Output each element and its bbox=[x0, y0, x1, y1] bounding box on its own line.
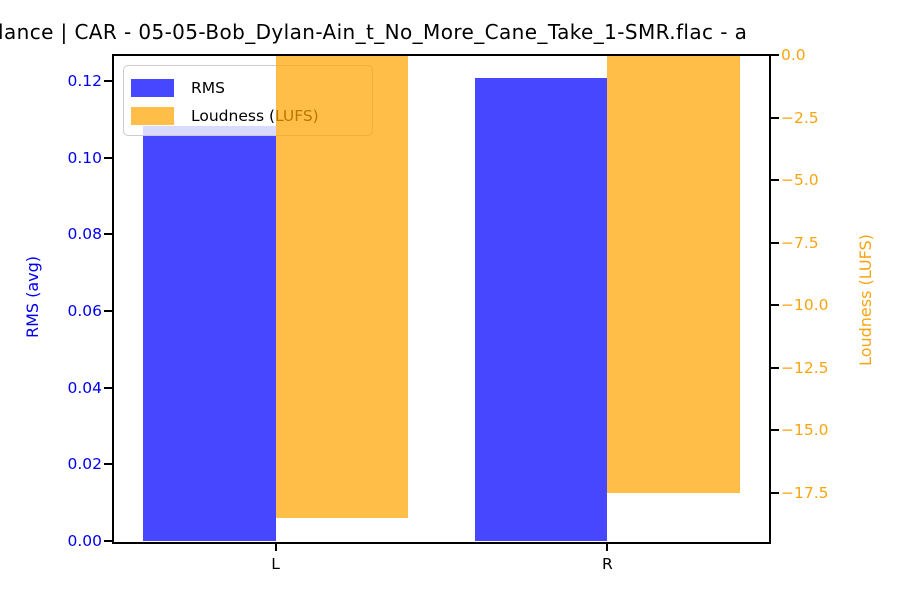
left-tick-label: 0.02 bbox=[67, 455, 102, 474]
left-tick-label: 0.00 bbox=[67, 532, 102, 550]
x-tick-label-r: R bbox=[602, 555, 613, 573]
left-tick-label: 0.06 bbox=[67, 302, 102, 320]
loudness-legend-swatch bbox=[131, 107, 174, 125]
right-tick bbox=[770, 179, 779, 182]
chart-title: lance | CAR - 05-05-Bob_Dylan-Ain_t_No_M… bbox=[0, 20, 748, 44]
right-tick bbox=[770, 241, 779, 244]
rms-legend-swatch bbox=[131, 79, 174, 97]
left-tick-label: 0.08 bbox=[67, 225, 102, 244]
left-tick-label: 0.10 bbox=[67, 148, 102, 167]
right-tick-label: −5.0 bbox=[781, 171, 819, 190]
legend-label-rms: RMS bbox=[191, 79, 225, 97]
left-tick-label: 0.12 bbox=[67, 72, 102, 91]
right-tick bbox=[770, 491, 779, 494]
right-axis-label: Loudness (LUFS) bbox=[856, 234, 875, 366]
right-tick bbox=[770, 304, 779, 307]
right-tick-label: −2.5 bbox=[781, 108, 819, 127]
chart-title-clip: lance | CAR - 05-05-Bob_Dylan-Ain_t_No_M… bbox=[0, 18, 900, 50]
right-tick bbox=[770, 116, 779, 119]
x-tick-label-l: L bbox=[271, 555, 280, 573]
right-tick bbox=[770, 54, 779, 56]
right-tick-label: −15.0 bbox=[781, 421, 829, 440]
right-tick-label: −12.5 bbox=[781, 358, 829, 377]
legend-item-rms: RMS bbox=[131, 74, 372, 102]
right-tick-label: −10.0 bbox=[781, 296, 829, 315]
left-tick-label: 0.04 bbox=[67, 378, 102, 397]
right-tick bbox=[770, 366, 779, 369]
right-tick bbox=[770, 429, 779, 432]
left-axis-label: RMS (avg) bbox=[23, 255, 42, 339]
plot-border bbox=[112, 54, 771, 544]
right-tick-label: −7.5 bbox=[781, 233, 819, 252]
right-tick-label: −17.5 bbox=[781, 483, 829, 502]
